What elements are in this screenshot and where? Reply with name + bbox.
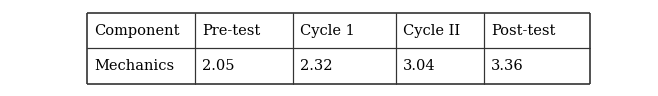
Text: 2.05: 2.05: [202, 59, 234, 73]
Bar: [484, 13, 590, 48]
Text: Post-test: Post-test: [491, 24, 555, 38]
Bar: [88, 13, 195, 48]
Text: Cycle 1: Cycle 1: [300, 24, 355, 38]
Bar: [88, 48, 195, 84]
Bar: [293, 48, 396, 84]
Text: Component: Component: [94, 24, 180, 38]
Bar: [484, 48, 590, 84]
Bar: [396, 13, 484, 48]
Bar: [195, 13, 293, 48]
Text: 3.36: 3.36: [491, 59, 524, 73]
Text: Cycle II: Cycle II: [403, 24, 460, 38]
Bar: [293, 13, 396, 48]
Text: 2.32: 2.32: [300, 59, 332, 73]
Bar: [396, 48, 484, 84]
Text: Mechanics: Mechanics: [94, 59, 174, 73]
Text: Pre-test: Pre-test: [202, 24, 260, 38]
Bar: [195, 48, 293, 84]
Text: 3.04: 3.04: [403, 59, 436, 73]
